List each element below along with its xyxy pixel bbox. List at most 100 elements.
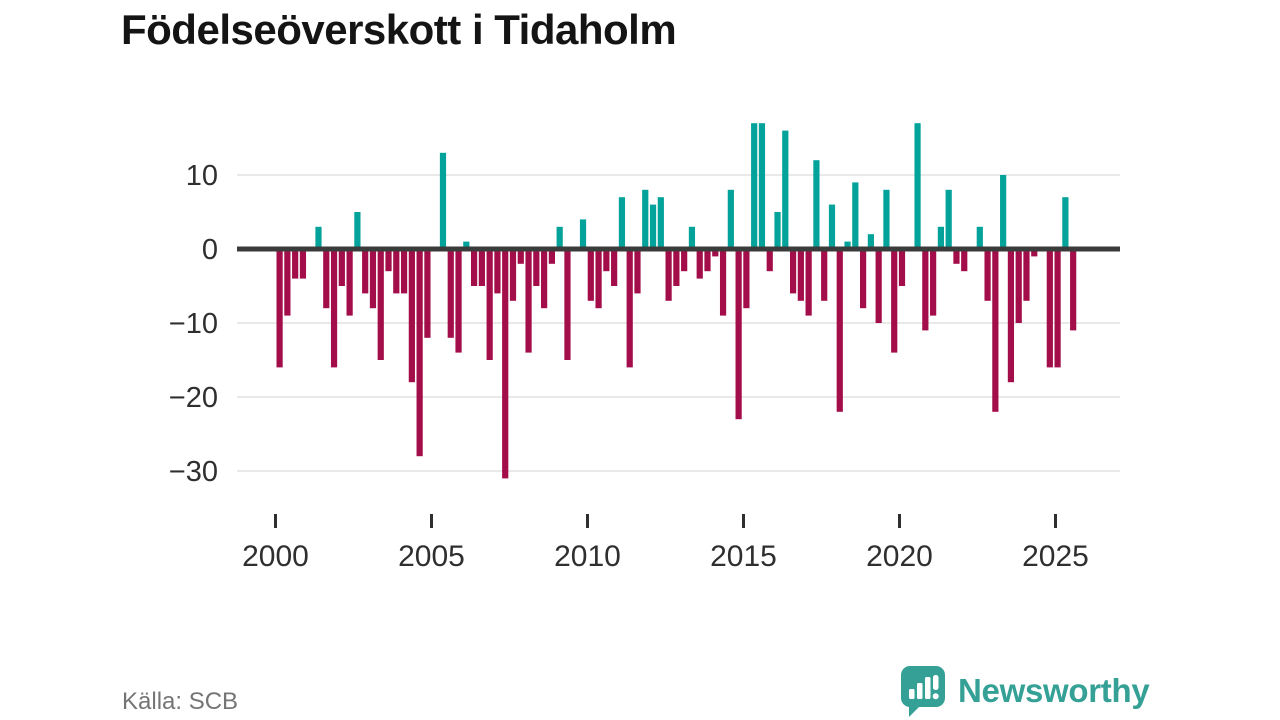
bar-2023Q3 xyxy=(1007,249,1015,383)
bar-2020Q1 xyxy=(898,249,906,286)
bar-2023Q1 xyxy=(992,249,999,412)
bar-2012Q4 xyxy=(673,249,680,286)
bar-2004Q3 xyxy=(416,249,423,457)
bar-2003Q1 xyxy=(369,249,377,309)
bar-2000Q2 xyxy=(284,249,291,316)
bar-2009Q2 xyxy=(564,249,571,360)
chart-title: Födelseöverskott i Tidaholm xyxy=(121,6,677,53)
bar-2019Q4 xyxy=(891,249,898,353)
y-axis-label--30: −30 xyxy=(169,456,218,488)
bar-2010Q4 xyxy=(611,249,618,286)
bar-2024Q4 xyxy=(1046,249,1053,368)
bar-2025Q2 xyxy=(1062,197,1069,249)
bar-2007Q3 xyxy=(509,249,517,301)
bar-2002Q2 xyxy=(346,249,353,316)
bar-2006Q1 xyxy=(463,241,470,249)
bar-2015Q4 xyxy=(766,249,773,272)
bar-2006Q4 xyxy=(486,249,493,360)
bar-2024Q1 xyxy=(1023,249,1030,301)
bar-2001Q3 xyxy=(323,249,330,309)
bar-2016Q3 xyxy=(789,249,797,294)
bar-2008Q4 xyxy=(548,249,555,264)
y-axis-label-10: 10 xyxy=(186,160,218,192)
bar-2002Q4 xyxy=(362,249,369,294)
bar-2021Q4 xyxy=(953,249,960,264)
bar-2012Q3 xyxy=(665,249,672,301)
bar-2002Q1 xyxy=(338,249,345,286)
bar-2019Q1 xyxy=(867,234,874,249)
x-axis-label-2005: 2005 xyxy=(398,540,465,573)
bar-2019Q3 xyxy=(883,189,890,249)
bar-2019Q2 xyxy=(875,249,882,323)
bar-2011Q1 xyxy=(618,197,626,249)
newsworthy-logo-icon xyxy=(901,666,945,717)
bar-2000Q3 xyxy=(292,249,299,279)
bar-2009Q1 xyxy=(556,226,563,249)
bar-2007Q4 xyxy=(517,249,524,264)
bar-2000Q1 xyxy=(276,249,283,368)
bar-2018Q1 xyxy=(836,249,843,412)
bar-2008Q2 xyxy=(533,249,540,286)
bar-2003Q2 xyxy=(377,249,384,360)
bar-2017Q1 xyxy=(805,249,812,316)
bar-2018Q4 xyxy=(860,249,867,309)
bar-2021Q2 xyxy=(937,226,944,249)
bar-2017Q4 xyxy=(828,204,836,249)
bar-2011Q4 xyxy=(642,189,649,249)
bar-2008Q1 xyxy=(525,249,532,353)
bar-2016Q2 xyxy=(782,130,789,249)
bar-2008Q3 xyxy=(541,249,548,309)
bar-2002Q3 xyxy=(354,212,361,249)
source-note: Källa: SCB xyxy=(122,688,239,715)
x-axis-label-2015: 2015 xyxy=(710,540,777,573)
bar-2016Q4 xyxy=(797,249,804,301)
bar-2014Q3 xyxy=(727,189,734,249)
bar-2001Q2 xyxy=(315,226,322,249)
bar-2012Q1 xyxy=(649,204,657,249)
bar-2023Q2 xyxy=(1000,175,1007,249)
bar-2025Q3 xyxy=(1070,249,1077,331)
bar-2013Q1 xyxy=(681,249,688,272)
bar-2005Q4 xyxy=(455,249,462,353)
bar-2004Q2 xyxy=(408,249,415,383)
bar-2006Q3 xyxy=(478,249,485,286)
bar-2005Q3 xyxy=(447,249,454,338)
bar-2001Q4 xyxy=(330,249,338,368)
bar-2013Q2 xyxy=(688,226,696,249)
bar-2023Q4 xyxy=(1015,249,1022,323)
bar-2021Q1 xyxy=(930,249,937,316)
bar-2004Q4 xyxy=(424,249,431,338)
bar-2000Q4 xyxy=(299,249,307,279)
bar-2003Q4 xyxy=(393,249,400,294)
bar-2010Q2 xyxy=(595,249,602,309)
bar-2017Q3 xyxy=(821,249,828,301)
bar-2006Q2 xyxy=(471,249,478,286)
x-axis-label-2020: 2020 xyxy=(866,540,933,573)
bar-2013Q3 xyxy=(696,249,703,279)
bar-2022Q1 xyxy=(961,249,968,272)
bar-2015Q2 xyxy=(751,123,758,249)
brand-name: Newsworthy xyxy=(958,672,1150,709)
bar-2021Q3 xyxy=(945,189,952,249)
y-axis-label-0: 0 xyxy=(202,234,218,266)
y-axis-label--10: −10 xyxy=(169,308,218,340)
bar-2010Q3 xyxy=(603,249,610,272)
bar-2024Q2 xyxy=(1031,249,1038,257)
bar-2014Q1 xyxy=(712,249,719,257)
bar-2015Q3 xyxy=(758,123,766,249)
y-axis-label--20: −20 xyxy=(169,382,218,414)
bar-2011Q3 xyxy=(634,249,641,294)
brand-footer: Newsworthy xyxy=(898,664,1150,718)
bar-2011Q2 xyxy=(626,249,633,368)
bar-2004Q1 xyxy=(400,249,408,294)
bar-2005Q2 xyxy=(439,152,447,249)
bar-2003Q3 xyxy=(385,249,392,272)
bar-2020Q3 xyxy=(914,123,921,249)
bar-2017Q2 xyxy=(813,160,820,249)
bar-2018Q3 xyxy=(852,182,859,249)
bar-2025Q1 xyxy=(1054,249,1061,368)
x-axis-label-2010: 2010 xyxy=(554,540,621,573)
bar-2007Q1 xyxy=(494,249,501,294)
